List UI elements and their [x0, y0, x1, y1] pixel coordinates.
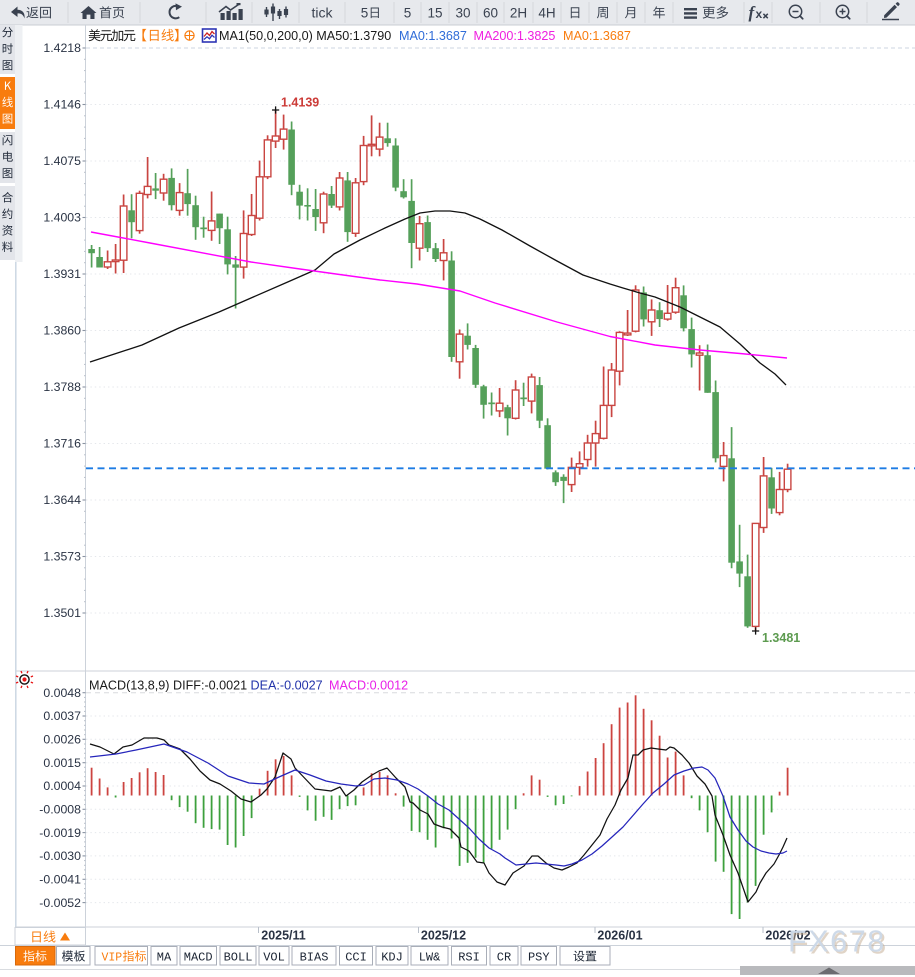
svg-text:MA: MA	[157, 950, 172, 964]
svg-text:1.4075: 1.4075	[43, 154, 81, 168]
svg-text:1.3501: 1.3501	[43, 606, 81, 620]
svg-text:LW&: LW&	[419, 950, 441, 964]
svg-text:1.4146: 1.4146	[43, 98, 81, 112]
svg-text:-0.0052: -0.0052	[39, 896, 81, 910]
svg-text:MA0:1.3687: MA0:1.3687	[399, 29, 467, 43]
svg-text:FX678: FX678	[788, 925, 886, 959]
svg-text:2026/02: 2026/02	[765, 929, 810, 943]
svg-text:RSI: RSI	[458, 950, 480, 964]
svg-text:0.0015: 0.0015	[43, 756, 81, 770]
svg-text:2026/01: 2026/01	[597, 929, 642, 943]
svg-text:-0.0019: -0.0019	[39, 826, 81, 840]
svg-text:VIP: VIP	[102, 951, 123, 964]
svg-text:30: 30	[455, 6, 470, 21]
svg-text:MA0:1.3687: MA0:1.3687	[563, 29, 631, 43]
svg-text:DEA:-0.0027: DEA:-0.0027	[251, 679, 323, 693]
svg-text:-0.0030: -0.0030	[39, 849, 81, 863]
svg-text:2025/12: 2025/12	[421, 929, 466, 943]
svg-text:1.3481: 1.3481	[762, 631, 800, 645]
svg-text:1.3573: 1.3573	[43, 550, 81, 564]
svg-text:x: x	[756, 7, 763, 21]
svg-text:BIAS: BIAS	[300, 950, 329, 964]
svg-text:PSY: PSY	[528, 950, 550, 964]
svg-text:-0.0008: -0.0008	[39, 803, 81, 817]
svg-text:15: 15	[427, 6, 442, 21]
svg-text:1.4139: 1.4139	[281, 96, 319, 110]
svg-text:CR: CR	[497, 950, 511, 964]
svg-text:VOL: VOL	[263, 950, 285, 964]
svg-text:1.3860: 1.3860	[43, 324, 81, 338]
svg-text:MACD(13,8,9) DIFF:-0.0021: MACD(13,8,9) DIFF:-0.0021	[89, 679, 247, 693]
svg-text:MACD: MACD	[184, 950, 213, 964]
svg-text:tick: tick	[312, 5, 334, 21]
svg-text:0.0004: 0.0004	[43, 779, 81, 793]
svg-text:MACD:0.0012: MACD:0.0012	[329, 679, 408, 693]
svg-text:1.3644: 1.3644	[43, 493, 81, 507]
svg-text:MA1(50,0,200,0) MA50:1.3790: MA1(50,0,200,0) MA50:1.3790	[219, 29, 391, 43]
svg-text:0.0026: 0.0026	[43, 733, 81, 747]
svg-text:1.4218: 1.4218	[43, 41, 81, 55]
svg-text:1.3716: 1.3716	[43, 437, 81, 451]
svg-text:BOLL: BOLL	[224, 950, 253, 964]
svg-text:4H: 4H	[538, 6, 555, 21]
svg-text:1.3931: 1.3931	[43, 267, 81, 281]
svg-text:1.3788: 1.3788	[43, 380, 81, 394]
svg-text:0.0048: 0.0048	[43, 686, 81, 700]
svg-text:1.4003: 1.4003	[43, 211, 81, 225]
svg-text:0.0037: 0.0037	[43, 709, 81, 723]
svg-text:5: 5	[361, 6, 369, 21]
svg-text:KDJ: KDJ	[381, 950, 403, 964]
svg-text:-0.0041: -0.0041	[39, 873, 81, 887]
svg-text:CCI: CCI	[345, 950, 367, 964]
svg-text:f: f	[749, 3, 757, 22]
svg-text:2H: 2H	[510, 6, 527, 21]
svg-text:2025/11: 2025/11	[261, 929, 306, 943]
svg-text:60: 60	[483, 6, 498, 21]
svg-text:MA200:1.3825: MA200:1.3825	[474, 29, 556, 43]
svg-text:FX678: FX678	[790, 927, 888, 961]
svg-text:5: 5	[404, 6, 412, 21]
